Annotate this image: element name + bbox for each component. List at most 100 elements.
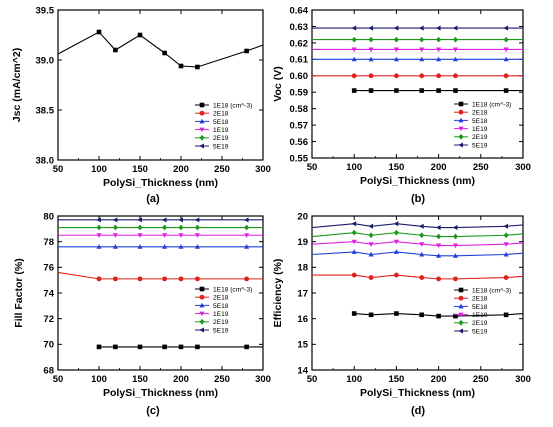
- data-point: [419, 223, 424, 229]
- data-point: [351, 311, 357, 316]
- data-point: [96, 224, 102, 231]
- legend-label: 2E18: [472, 110, 488, 117]
- data-point: [503, 251, 509, 257]
- data-point: [194, 224, 200, 231]
- data-point: [436, 313, 441, 319]
- data-point: [137, 276, 143, 282]
- data-point: [393, 73, 399, 79]
- series-line: [311, 223, 524, 229]
- data-point: [419, 88, 425, 93]
- data-point: [453, 276, 458, 282]
- data-point: [503, 232, 509, 239]
- legend-label: 5E19: [213, 143, 229, 150]
- data-point: [503, 47, 509, 53]
- series-5E18: [58, 244, 263, 249]
- data-point: [112, 224, 118, 231]
- chart-panel-b: 50 100 150 200 250 300 0.55 0.56 0.57 0.58 0.59 0.6…: [272, 5, 531, 205]
- legend-swatch-marker: [199, 134, 205, 141]
- x-tick-label: 200: [431, 374, 447, 385]
- y-axis-label: Efficiency (%): [272, 259, 284, 328]
- data-point: [503, 242, 509, 247]
- data-point: [137, 233, 143, 238]
- x-tick-label: 200: [173, 374, 189, 385]
- data-point: [419, 275, 425, 281]
- data-point: [436, 73, 442, 79]
- y-tick-label: 0.64: [290, 5, 309, 16]
- data-point: [112, 233, 118, 238]
- data-point: [351, 272, 357, 278]
- legend-label: 5E19: [472, 328, 488, 335]
- data-point: [113, 47, 118, 53]
- data-point: [351, 73, 357, 79]
- x-axis-label: PolySi_Thickness (nm): [360, 175, 475, 187]
- data-point: [244, 233, 250, 238]
- data-point: [178, 244, 184, 249]
- series-1E19: [311, 239, 524, 249]
- legend-label: 5E18: [472, 118, 488, 125]
- y-tick-label: 0.61: [290, 55, 309, 66]
- series-line: [311, 251, 524, 257]
- legend-label: 2E19: [213, 135, 229, 142]
- data-point: [112, 244, 118, 249]
- data-point: [96, 29, 102, 35]
- plot-frame: [311, 9, 524, 159]
- data-point: [394, 88, 399, 93]
- x-tick-label: 250: [214, 164, 230, 175]
- series-2E19: [58, 224, 263, 231]
- data-point: [503, 88, 509, 93]
- data-point: [393, 56, 399, 62]
- x-tick-label: 100: [346, 162, 362, 173]
- legend-label: 2E19: [213, 319, 229, 326]
- y-axis-label: Jsc (mA/cm^2): [11, 48, 23, 122]
- data-point: [368, 36, 374, 43]
- series-5E18: [312, 56, 523, 62]
- data-point: [162, 50, 167, 56]
- y-tick-label: 20: [297, 211, 308, 222]
- data-point: [436, 243, 442, 249]
- legend-swatch-marker: [199, 318, 205, 325]
- legend-swatch-marker: [199, 311, 205, 317]
- series-5E18: [311, 249, 524, 258]
- y-tick-label: 38.0: [36, 155, 55, 166]
- data-point: [195, 64, 200, 70]
- data-point: [195, 344, 200, 350]
- data-point: [436, 233, 442, 240]
- data-point: [368, 275, 374, 281]
- data-point: [137, 244, 143, 249]
- data-point: [368, 25, 374, 31]
- data-point: [178, 217, 183, 223]
- y-axis-label: Voc (V): [272, 66, 284, 101]
- data-point: [368, 223, 374, 229]
- data-point: [351, 88, 357, 93]
- data-point: [162, 233, 168, 238]
- y-tick-label: 18: [297, 263, 308, 274]
- data-point: [452, 225, 458, 231]
- legend-label: 2E18: [472, 296, 488, 303]
- data-point: [368, 251, 374, 257]
- legend-label: 5E18: [213, 303, 229, 310]
- data-point: [194, 217, 200, 223]
- legend-swatch-marker: [458, 117, 464, 123]
- data-point: [452, 253, 459, 258]
- legend-label: 2E18: [213, 111, 229, 118]
- y-tick-label: 39.5: [36, 5, 55, 16]
- y-tick-label: 15: [297, 340, 308, 351]
- data-point: [503, 25, 509, 31]
- chart-panel-c: 50 100 150 200 250 300 68 70 72 74 76 78 80 PolySi_Th…: [13, 211, 271, 417]
- data-point: [178, 344, 184, 350]
- legend-swatch-marker: [199, 286, 205, 292]
- legend-label: 1E19: [213, 127, 229, 134]
- legend-label: 1E19: [472, 126, 488, 133]
- legend-swatch-marker: [458, 287, 464, 293]
- legend-swatch-marker: [458, 133, 464, 140]
- legend-swatch-marker: [458, 101, 464, 107]
- data-point: [244, 244, 250, 249]
- y-tick-label: 68: [43, 365, 54, 376]
- data-point: [393, 229, 399, 236]
- data-point: [96, 217, 101, 223]
- series-line: [311, 241, 524, 247]
- y-tick-label: 0.56: [290, 137, 309, 148]
- legend-swatch-marker: [458, 312, 464, 318]
- data-point: [419, 56, 425, 62]
